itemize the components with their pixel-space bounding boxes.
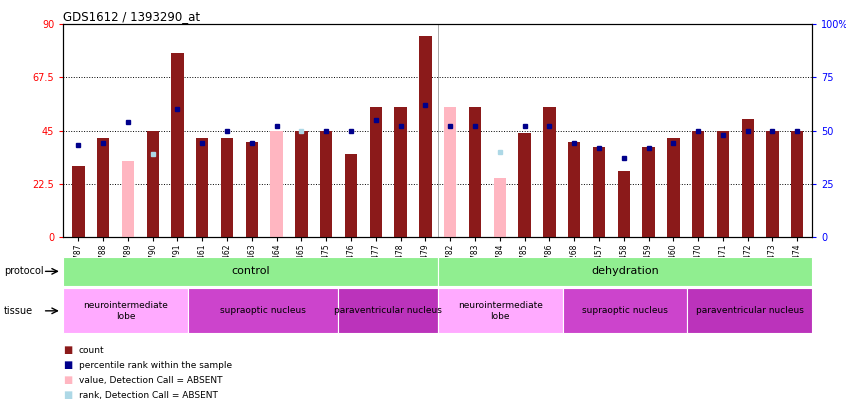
- Text: percentile rank within the sample: percentile rank within the sample: [79, 361, 232, 370]
- Text: count: count: [79, 346, 104, 355]
- Bar: [271, 130, 283, 237]
- Bar: [568, 143, 580, 237]
- Bar: [72, 166, 85, 237]
- Text: control: control: [231, 266, 270, 276]
- Bar: [97, 138, 109, 237]
- Bar: [687, 288, 812, 333]
- Bar: [791, 130, 804, 237]
- Bar: [741, 119, 754, 237]
- Text: ■: ■: [63, 390, 73, 400]
- Text: neurointermediate
lobe: neurointermediate lobe: [84, 301, 168, 320]
- Text: tissue: tissue: [4, 306, 33, 316]
- Bar: [444, 107, 456, 237]
- Bar: [295, 130, 308, 237]
- Text: rank, Detection Call = ABSENT: rank, Detection Call = ABSENT: [79, 391, 217, 400]
- Bar: [563, 288, 687, 333]
- Bar: [63, 257, 437, 286]
- Bar: [667, 138, 679, 237]
- Bar: [146, 130, 159, 237]
- Bar: [692, 130, 705, 237]
- Bar: [717, 130, 729, 237]
- Bar: [245, 143, 258, 237]
- Bar: [196, 138, 208, 237]
- Text: ■: ■: [63, 345, 73, 355]
- Bar: [519, 133, 530, 237]
- Bar: [122, 161, 135, 237]
- Bar: [188, 288, 338, 333]
- Bar: [420, 36, 431, 237]
- Text: ■: ■: [63, 375, 73, 385]
- Bar: [543, 107, 556, 237]
- Bar: [618, 171, 630, 237]
- Bar: [766, 130, 778, 237]
- Bar: [320, 130, 332, 237]
- Text: neurointermediate
lobe: neurointermediate lobe: [458, 301, 542, 320]
- Bar: [642, 147, 655, 237]
- Bar: [394, 107, 407, 237]
- Text: dehydration: dehydration: [591, 266, 659, 276]
- Bar: [437, 288, 563, 333]
- Text: paraventricular nucleus: paraventricular nucleus: [334, 306, 442, 315]
- Text: paraventricular nucleus: paraventricular nucleus: [695, 306, 804, 315]
- Bar: [221, 138, 233, 237]
- Bar: [493, 178, 506, 237]
- Text: value, Detection Call = ABSENT: value, Detection Call = ABSENT: [79, 376, 222, 385]
- Text: ■: ■: [63, 360, 73, 370]
- Text: supraoptic nucleus: supraoptic nucleus: [582, 306, 668, 315]
- Bar: [593, 147, 605, 237]
- Bar: [437, 257, 812, 286]
- Bar: [370, 107, 382, 237]
- Text: GDS1612 / 1393290_at: GDS1612 / 1393290_at: [63, 10, 201, 23]
- Bar: [345, 154, 357, 237]
- Text: supraoptic nucleus: supraoptic nucleus: [220, 306, 306, 315]
- Bar: [338, 288, 437, 333]
- Text: protocol: protocol: [4, 266, 44, 276]
- Bar: [469, 107, 481, 237]
- Bar: [63, 288, 188, 333]
- Bar: [171, 53, 184, 237]
